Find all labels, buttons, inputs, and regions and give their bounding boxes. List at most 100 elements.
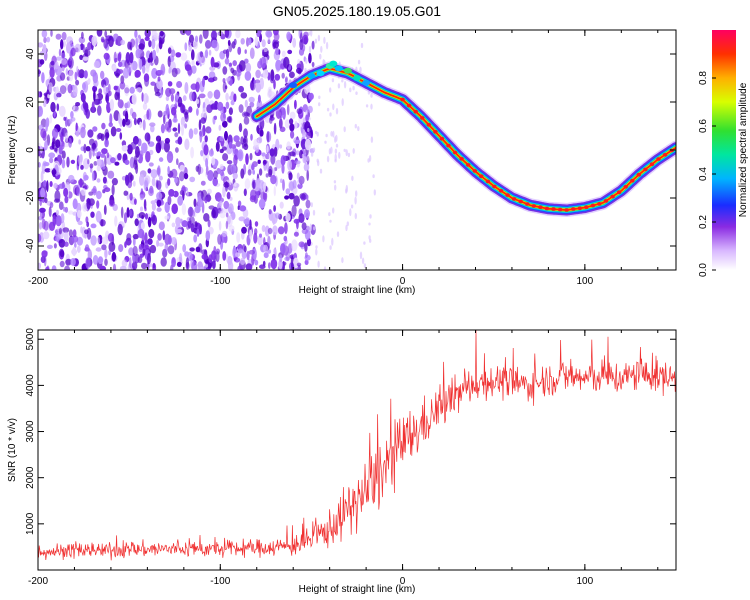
heatmap-noise-cell (191, 59, 195, 67)
heatmap-noise-cell (259, 264, 266, 270)
heatmap-noise-cell (236, 232, 241, 243)
heatmap-noise-cell (64, 265, 71, 270)
heatmap-noise-cell (219, 200, 223, 207)
heatmap-noise-cell (101, 122, 106, 130)
heatmap-noise-cell (334, 136, 337, 143)
heatmap-noise-cell (219, 136, 224, 142)
heatmap-noise-cell (198, 119, 202, 131)
heatmap-noise-cell (72, 85, 78, 97)
heatmap-noise-cell (258, 168, 263, 176)
heatmap-noise-cell (293, 195, 300, 207)
heatmap-noise-cell (179, 171, 185, 182)
heatmap-noise-cell (263, 244, 269, 253)
heatmap-noise-cell (235, 69, 242, 77)
heatmap-noise-cell (343, 81, 347, 89)
heatmap-noise-cell (261, 225, 266, 232)
heatmap-noise-cell (181, 203, 187, 216)
heatmap-noise-cell (275, 159, 282, 169)
heatmap-noise-cell (64, 195, 69, 204)
heatmap-noise-cell (212, 76, 218, 82)
heatmap-noise-cell (103, 52, 110, 60)
heatmap-ridge-peak (557, 207, 563, 212)
heatmap-noise-cell (87, 159, 90, 165)
heatmap-noise-cell (315, 245, 318, 249)
heatmap-noise-cell (96, 151, 102, 156)
heatmap-noise-cell (149, 244, 157, 254)
heatmap-noise-cell (238, 216, 246, 222)
heatmap-noise-cell (84, 229, 89, 235)
heatmap-noise-cell (164, 243, 169, 253)
heatmap-noise-cell (304, 242, 308, 253)
heatmap-noise-cell (79, 54, 84, 61)
heatmap-noise-cell (90, 211, 95, 218)
heatmap-noise-cell (275, 212, 280, 219)
heatmap-noise-cell (179, 164, 185, 173)
heatmap-noise-cell (287, 159, 292, 171)
heatmap-noise-cell (58, 48, 62, 57)
heatmap-noise-cell (83, 49, 91, 57)
heatmap-noise-cell (284, 222, 288, 235)
heatmap-noise-cell (139, 121, 143, 129)
heatmap-noise-cell (196, 108, 199, 116)
heatmap-noise-cell (334, 158, 337, 163)
heatmap-noise-cell (347, 152, 351, 158)
heatmap-noise-cell (104, 258, 108, 266)
heatmap-ridge-peak (616, 190, 622, 194)
heatmap-noise-cell (104, 248, 108, 259)
heatmap-noise-cell (112, 263, 117, 270)
heatmap-noise-cell (249, 152, 253, 161)
heatmap-noise-cell (51, 127, 59, 139)
heatmap-noise-cell (174, 177, 178, 184)
heatmap-noise-cell (85, 257, 91, 270)
heatmap-noise-cell (83, 143, 87, 154)
heatmap-noise-cell (75, 102, 81, 107)
heatmap-noise-cell (196, 228, 200, 237)
heatmap-noise-cell (117, 153, 122, 161)
heatmap-noise-cell (257, 94, 261, 104)
heatmap-noise-cell (139, 206, 144, 212)
heatmap-noise-cell (343, 126, 346, 133)
heatmap-noise-cell (134, 69, 141, 78)
heatmap-noise-cell (78, 139, 81, 145)
heatmap-noise-cell (336, 231, 340, 238)
heatmap-noise-cell (82, 99, 87, 110)
heatmap-crest-blob (289, 82, 298, 89)
heatmap-ridge-band (251, 62, 676, 216)
heatmap-noise-cell (244, 178, 251, 190)
heatmap-noise-cell (241, 111, 249, 118)
heatmap-noise-cell (158, 39, 163, 50)
heatmap-noise-cell (64, 206, 69, 213)
heatmap-noise-cell (227, 255, 233, 266)
heatmap-noise-cell (121, 259, 128, 268)
heatmap-noise-cell (177, 122, 181, 135)
heatmap-noise-cell (300, 193, 307, 201)
heatmap-noise-cell (285, 188, 291, 195)
heatmap-noise-cell (341, 79, 344, 83)
heatmap-noise-cell (91, 142, 97, 150)
heatmap-noise-cell (361, 257, 365, 265)
heatmap-noise-cell (43, 37, 47, 44)
heatmap-noise-cell (270, 153, 276, 165)
heatmap-noise-cell (38, 42, 44, 48)
heatmap-noise-cell (83, 174, 89, 181)
heatmap-noise-cell (77, 220, 83, 226)
heatmap-noise-cell (80, 43, 84, 51)
heatmap-noise-cell (58, 201, 64, 210)
heatmap-noise-cell (72, 104, 76, 111)
heatmap-noise-cell (121, 144, 128, 152)
heatmap-noise-cell (354, 212, 357, 220)
heatmap-noise-cell (171, 237, 177, 245)
heatmap-noise-cell (275, 59, 282, 71)
heatmap-noise-cell (38, 181, 42, 189)
heatmap-noise-cell (59, 250, 65, 258)
heatmap-ridge-peak (584, 205, 589, 209)
heatmap-noise-cell (156, 167, 161, 176)
heatmap-noise-cell (107, 170, 115, 179)
heatmap-noise-cell (78, 36, 86, 44)
heatmap-noise-cell (296, 67, 302, 74)
heatmap-noise-cell (42, 231, 50, 240)
heatmap-noise-cell (71, 235, 79, 243)
heatmap-noise-cell (319, 168, 323, 174)
heatmap-noise-cell (148, 162, 154, 167)
heatmap-noise-cell (272, 225, 278, 236)
